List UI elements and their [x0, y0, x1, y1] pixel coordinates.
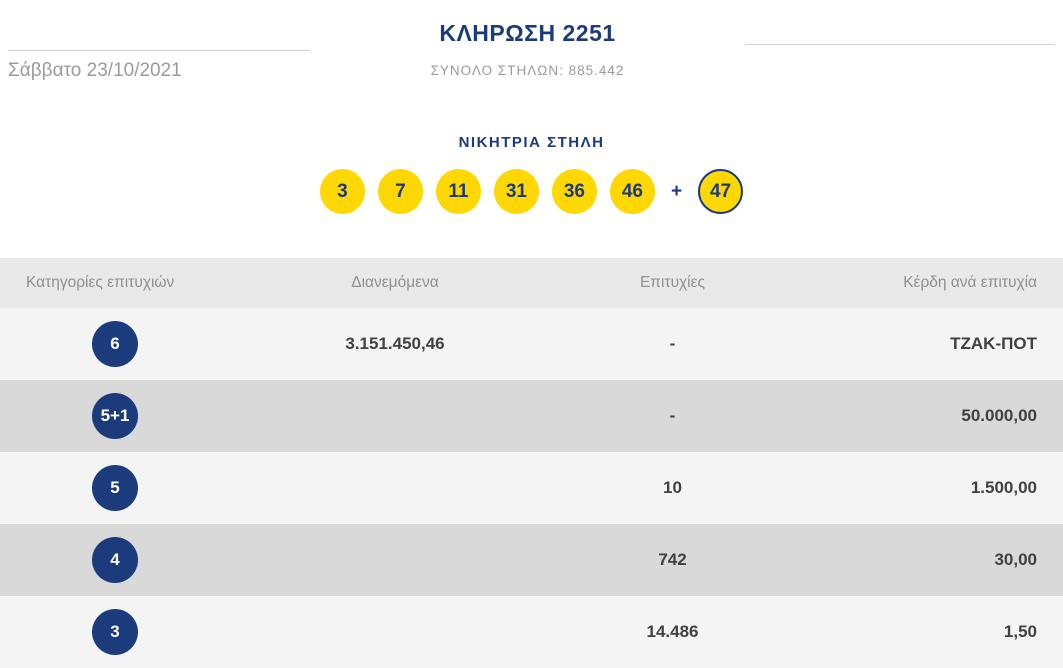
prize-cell: 1.500,00 — [970, 478, 1037, 497]
category-cell: 3 — [0, 609, 230, 655]
draw-date-block: Σάββατο 23/10/2021 — [0, 0, 310, 110]
winning-numbers-row: 3 7 11 31 36 46 + 47 — [0, 169, 1063, 214]
winning-numbers-title: ΝΙΚΗΤΡΙΑ ΣΤΗΛΗ — [458, 134, 605, 151]
prize-tier-row: 4 742 30,00 — [0, 524, 1063, 596]
category-cell: 5+1 — [0, 393, 230, 439]
bonus-number-ball: 47 — [698, 169, 744, 214]
winners-cell: 10 — [663, 478, 682, 497]
header-distributed: Διανεμόμενα — [351, 274, 439, 291]
divider-line-left — [8, 50, 310, 51]
category-badge: 3 — [92, 609, 138, 655]
draw-title: ΚΛΗΡΩΣΗ 2251 — [439, 20, 616, 46]
draw-title-block: ΚΛΗΡΩΣΗ 2251 ΣΥΝΟΛΟ ΣΤΗΛΩΝ: 885.442 — [310, 0, 745, 110]
prize-cell: 1,50 — [1003, 622, 1037, 641]
prize-cell: 50.000,00 — [961, 406, 1037, 425]
draw-date: Σάββατο 23/10/2021 — [8, 60, 182, 81]
header-categories: Κατηγορίες επιτυχιών — [26, 274, 175, 291]
winners-cell: - — [669, 334, 676, 353]
prize-cell: 30,00 — [994, 550, 1037, 569]
category-badge: 5 — [92, 465, 138, 511]
plus-separator: + — [670, 180, 683, 202]
winning-number-ball: 31 — [493, 169, 539, 214]
prize-table: Κατηγορίες επιτυχιών Διανεμόμενα Επιτυχί… — [0, 258, 1063, 668]
winners-cell: 742 — [658, 550, 687, 569]
category-badge: 4 — [92, 537, 138, 583]
prize-tier-row: 6 3.151.450,46 - ΤΖΑΚ-ΠΟΤ — [0, 308, 1063, 380]
distributed-cell: 3.151.450,46 — [345, 334, 445, 353]
winning-numbers-section: ΝΙΚΗΤΡΙΑ ΣΤΗΛΗ 3 7 11 31 36 46 + 47 — [0, 110, 1063, 258]
category-badge: 6 — [92, 321, 138, 367]
prize-table-header: Κατηγορίες επιτυχιών Διανεμόμενα Επιτυχί… — [0, 258, 1063, 308]
winning-number-ball: 11 — [435, 169, 481, 214]
winning-number-ball: 3 — [319, 169, 365, 214]
winning-number-ball: 7 — [377, 169, 423, 214]
winning-number-ball: 36 — [551, 169, 597, 214]
prize-tier-row: 5 10 1.500,00 — [0, 452, 1063, 524]
prize-cell: ΤΖΑΚ-ΠΟΤ — [950, 334, 1037, 353]
divider-line-right — [745, 44, 1055, 45]
prize-tier-row: 5+1 - 50.000,00 — [0, 380, 1063, 452]
category-cell: 5 — [0, 465, 230, 511]
winners-cell: - — [669, 406, 676, 425]
winners-cell: 14.486 — [646, 622, 699, 641]
header-winners: Επιτυχίες — [639, 274, 706, 291]
total-columns-label: ΣΥΝΟΛΟ ΣΤΗΛΩΝ: 885.442 — [430, 63, 625, 78]
category-cell: 4 — [0, 537, 230, 583]
header-right-block — [745, 0, 1063, 110]
prize-tier-row: 3 14.486 1,50 — [0, 596, 1063, 668]
category-cell: 6 — [0, 321, 230, 367]
draw-header: Σάββατο 23/10/2021 ΚΛΗΡΩΣΗ 2251 ΣΥΝΟΛΟ Σ… — [0, 0, 1063, 110]
header-prize: Κέρδη ανά επιτυχία — [903, 274, 1037, 291]
category-badge: 5+1 — [92, 393, 138, 439]
winning-number-ball: 46 — [609, 169, 655, 214]
